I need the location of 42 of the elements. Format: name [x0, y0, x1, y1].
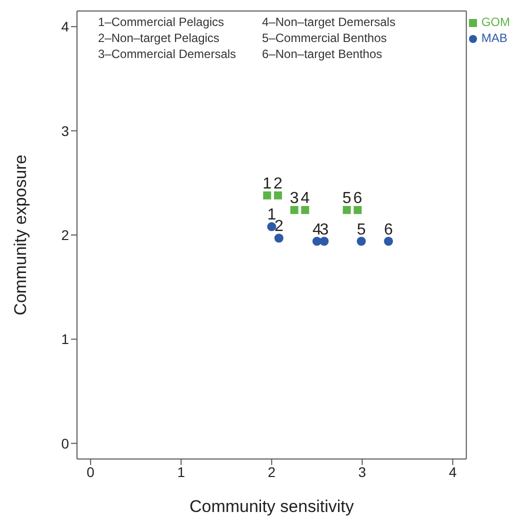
- point: [301, 206, 310, 214]
- point: [342, 206, 351, 214]
- x-tick-label: 0: [86, 464, 95, 480]
- legend-label: GOM: [481, 15, 510, 29]
- annotation: 3: [320, 221, 329, 238]
- point: [290, 206, 298, 214]
- y-tick-label: 0: [61, 435, 70, 452]
- annotation: 6: [384, 221, 394, 238]
- annotation: 3: [290, 190, 299, 207]
- x-tick-label: 3: [358, 464, 366, 480]
- point: [274, 191, 282, 200]
- annotation: 6–Non–target Benthos: [262, 46, 384, 62]
- point: [312, 236, 322, 246]
- annotation: 5–Commercial Benthos: [262, 30, 388, 46]
- annotation: 2–Non–target Pelagics: [98, 30, 220, 46]
- annotation: 1–Commercial Pelagics: [98, 14, 226, 30]
- annotation: 1: [262, 175, 272, 192]
- annotation: 1: [267, 206, 276, 224]
- annotation: 6: [353, 190, 362, 207]
- x-tick-label: 1: [177, 464, 186, 480]
- annotation: 2: [274, 218, 284, 236]
- x-axis-title: Community sensitivity: [189, 497, 354, 516]
- annotation: 2: [274, 175, 283, 192]
- annotation: 5: [342, 190, 352, 207]
- point: [354, 206, 362, 214]
- annotation: 3–Commercial Demersals: [98, 46, 236, 62]
- x-tick-label: 4: [448, 464, 457, 480]
- annotation: 4: [312, 221, 322, 238]
- legend-label: MAB: [481, 31, 508, 45]
- point: [274, 234, 284, 243]
- annotation: 5: [356, 221, 366, 238]
- point: [356, 236, 366, 246]
- y-tick-label: 4: [61, 18, 70, 35]
- x-tick-label: 2: [268, 464, 276, 480]
- y-axis-title: Community exposure: [11, 154, 30, 316]
- annotation: 4: [300, 190, 310, 207]
- y-tick-label: 1: [61, 331, 70, 348]
- annotation: 4–Non–target Demersals: [262, 14, 396, 30]
- y-tick-label: 2: [61, 226, 70, 243]
- point: [263, 191, 272, 200]
- point: [384, 236, 393, 246]
- y-tick-label: 3: [61, 122, 70, 139]
